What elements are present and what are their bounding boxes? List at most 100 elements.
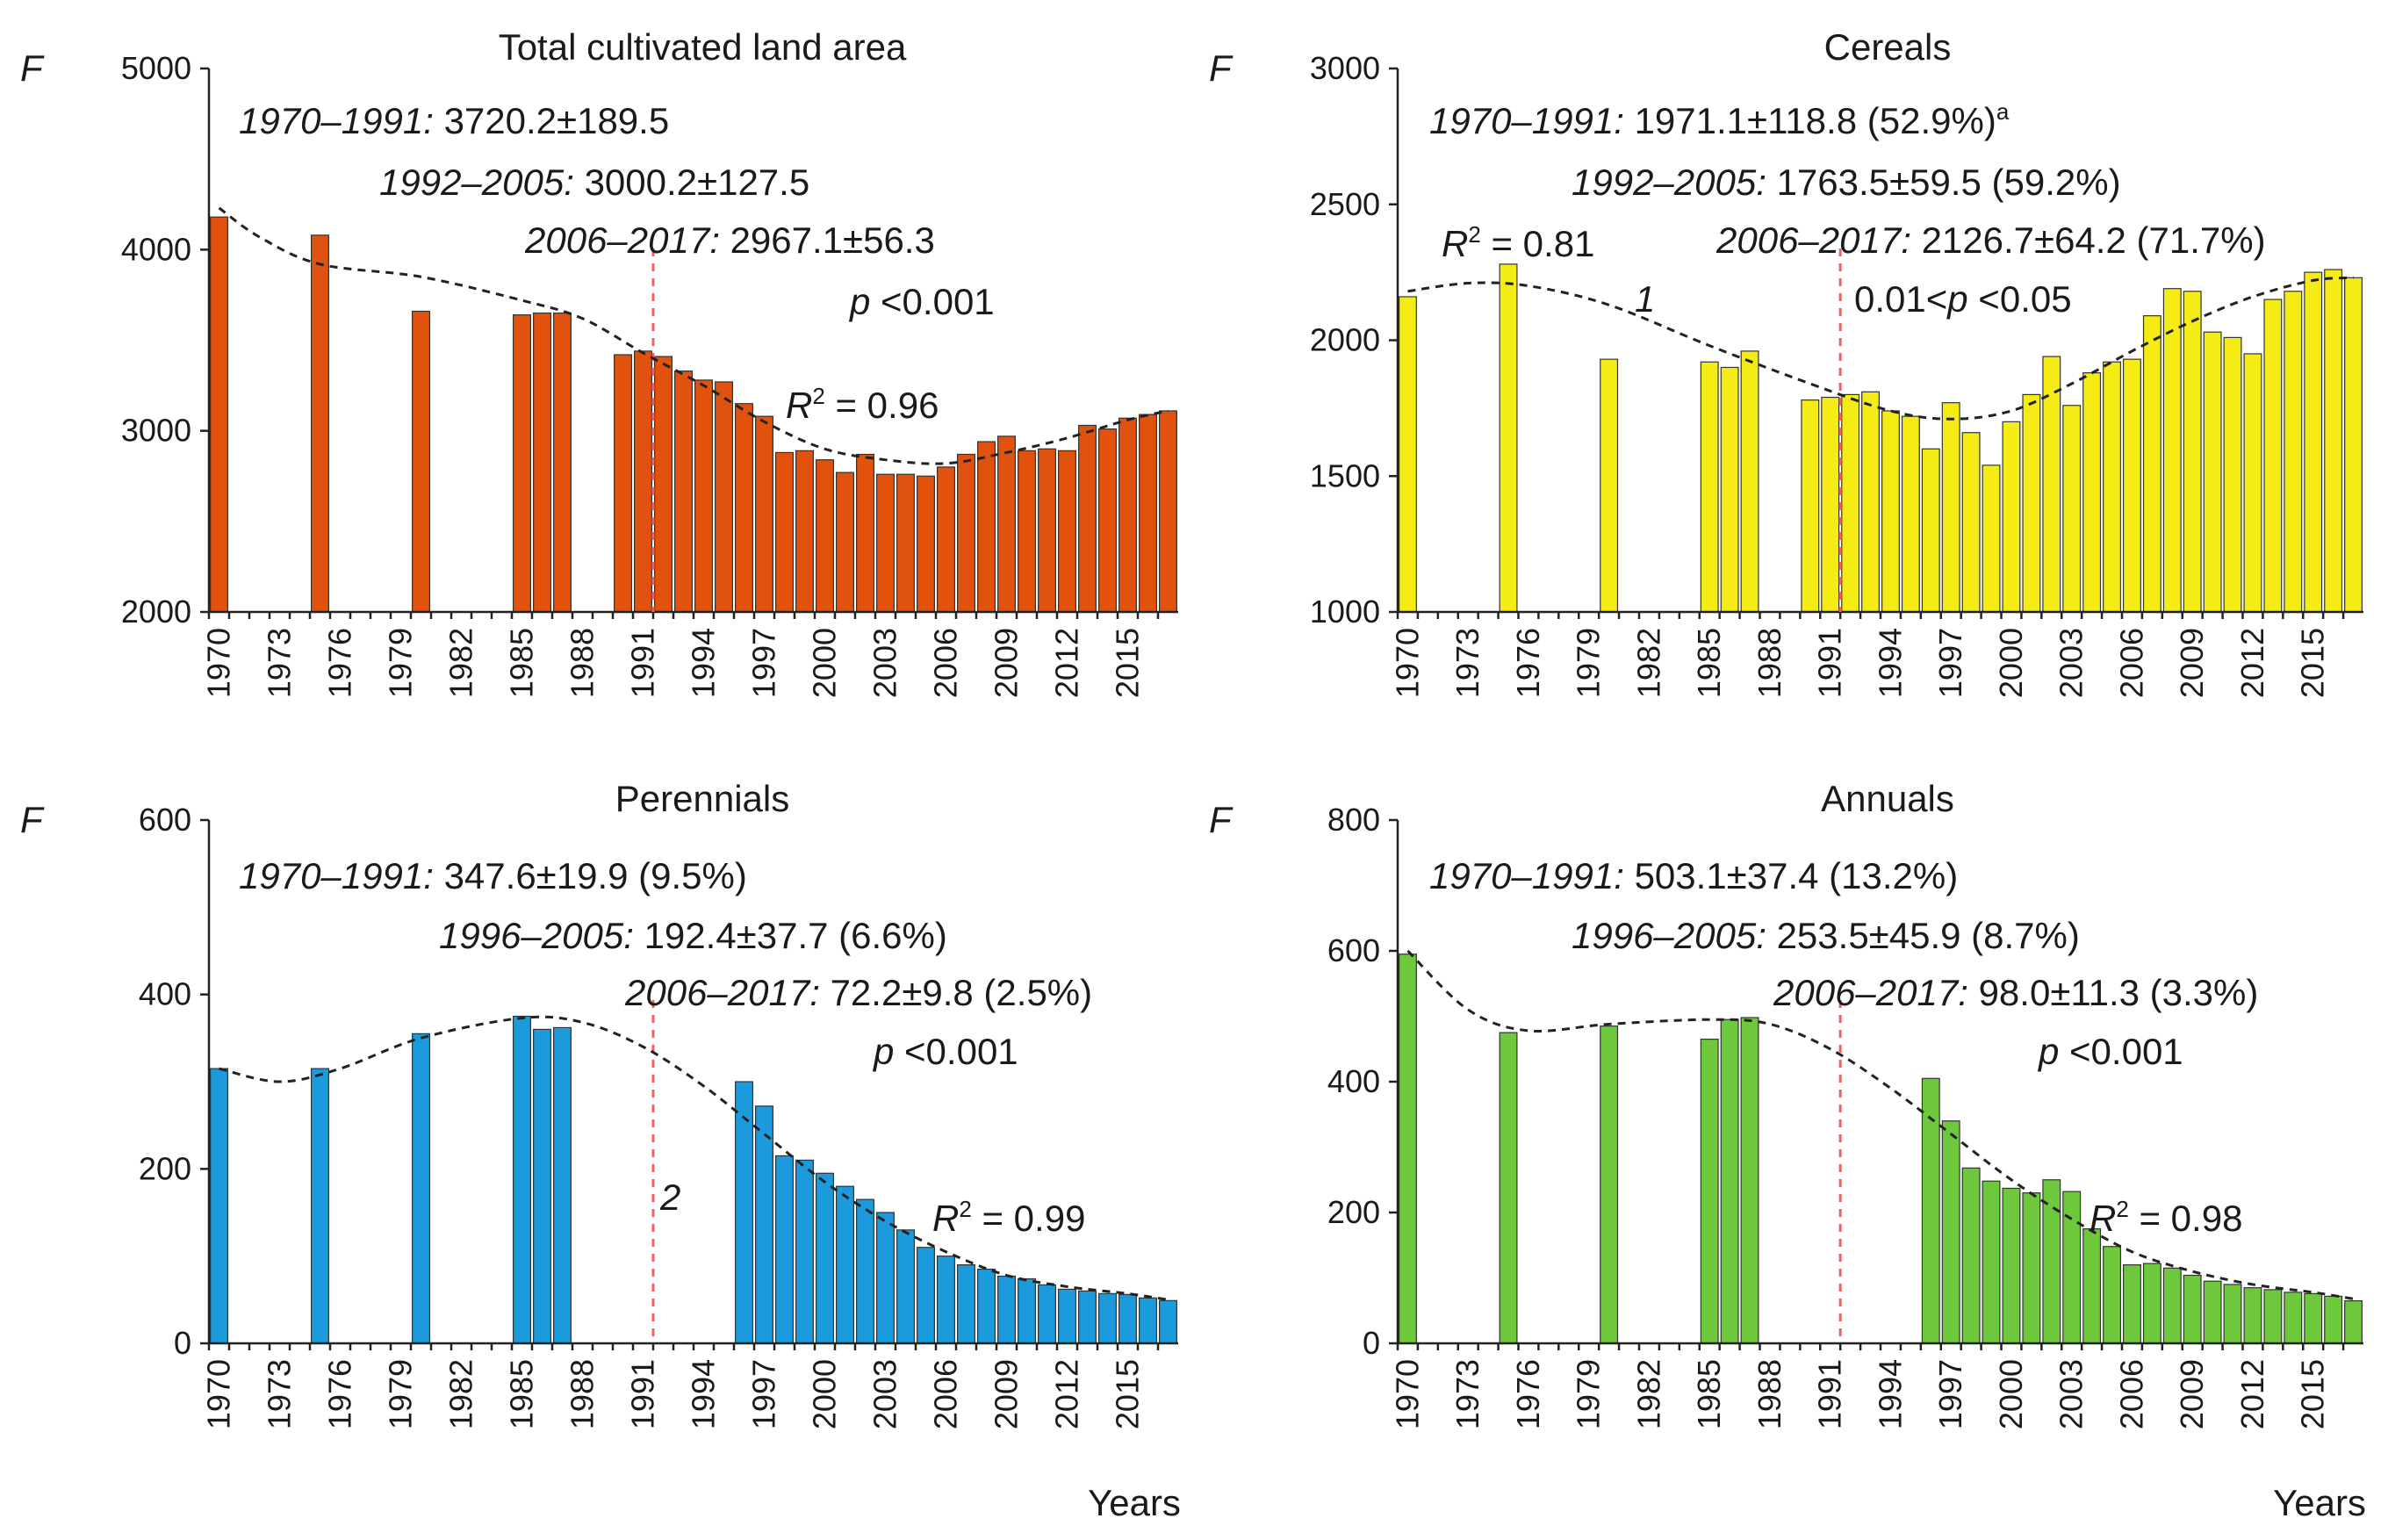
x-axis-label: Years [2273,1482,2366,1523]
y-tick-label: 5000 [121,50,191,86]
x-tick-label: 1979 [1571,1359,1607,1429]
bar-2005 [917,1247,935,1344]
bar-2014 [2284,1292,2303,1344]
panel-annuals: Annuals F 0 200 400 600 800 1970 1973 1976 1979 198… [1209,778,2366,1523]
bar-2001 [2022,1192,2041,1344]
x-tick-label: 1979 [383,628,419,698]
annotation-2: 2006–2017: 2126.7±64.2 (71.7%) [1715,219,2266,261]
y-tick-label: 1000 [1310,594,1380,630]
bar-1998 [775,451,794,613]
bar-2010 [1018,1277,1036,1344]
x-tick-label: 1970 [201,1359,237,1429]
x-tick-label: 1994 [686,1359,722,1429]
panel-perennials: Perennials F 0 200 400 600 1970 1973 1976 1979 198… [20,778,1181,1523]
bar-2007 [2142,1263,2161,1344]
bar-1991 [634,350,652,613]
x-tick-label: 2009 [989,628,1025,698]
x-tick-label: 1970 [1389,628,1425,698]
bar-2017 [1159,410,1177,613]
bar-2006 [2123,1263,2141,1344]
x-tick-label: 2012 [1049,1359,1085,1429]
chart-title: Perennials [615,778,789,819]
x-tick-label: 1988 [1751,1359,1787,1429]
x-tick-label: 1970 [1389,1359,1425,1429]
bar-1970 [210,1068,228,1344]
y-tick-label: 3000 [1310,50,1380,86]
x-tick-label: 2009 [989,1359,1025,1429]
bar-1986 [1720,1018,1739,1344]
x-tick-label: 2012 [2234,1359,2270,1429]
bar-2006 [2123,358,2141,613]
bar-2008 [977,1268,996,1344]
bar-1987 [553,1026,572,1344]
x-tick-label: 2000 [1993,1359,2029,1429]
x-tick-label: 2000 [1993,628,2029,698]
y-tick-label: 0 [1363,1325,1380,1361]
bar-2010 [2203,331,2222,613]
annotation-3: p <0.001 [872,1031,1018,1072]
bar-2012 [1058,450,1076,613]
bar-2009 [997,435,1016,613]
y-tick-label: 400 [139,976,191,1012]
x-tick-label: 1979 [383,1359,419,1429]
bar-1970 [1399,954,1417,1344]
bar-2014 [1098,1292,1117,1344]
bar-2004 [896,473,915,613]
x-tick-label: 2015 [2295,628,2331,698]
bar-1985 [513,1015,531,1344]
y-tick-label: 600 [1327,932,1380,968]
y-tick-label: 200 [1327,1194,1380,1230]
y-tick-label: 4000 [121,231,191,267]
annotation-4: R2 = 0.96 [786,383,939,426]
bar-1985 [1700,1038,1719,1344]
bar-2002 [856,1198,874,1344]
bar-2013 [2263,1289,2283,1344]
bar-1986 [1720,366,1739,613]
y-tick-label: 200 [139,1150,191,1186]
bar-2016 [2324,1295,2343,1344]
bar-2016 [1139,414,1157,613]
bar-1970 [210,216,228,613]
bar-1990 [614,354,632,613]
bar-1996 [735,1081,753,1344]
bar-2007 [957,453,975,613]
bar-1975 [311,1068,329,1344]
x-tick-label: 2000 [807,628,843,698]
bar-2014 [2284,291,2303,613]
x-tick-label: 2015 [1110,1359,1146,1429]
x-tick-label: 1997 [1932,628,1968,698]
bar-1987 [553,312,572,613]
x-tick-label: 1988 [1751,628,1787,698]
bar-2015 [2304,1292,2323,1344]
x-tick-label: 1973 [1449,1359,1485,1429]
bar-1992 [1841,393,1860,613]
annotation-2: 2006–2017: 72.2±9.8 (2.5%) [624,972,1092,1013]
bar-2010 [2203,1280,2222,1344]
y-tick-label: 2500 [1310,186,1380,222]
bar-2013 [2263,299,2283,613]
bar-1999 [1982,464,2001,613]
x-tick-label: 1976 [322,628,358,698]
bar-2008 [2162,1267,2182,1344]
panel-cereals: Cereals F 1000 1500 2000 2500 3000 1970 1973 1976… [1209,26,2363,698]
bar-2011 [1038,448,1056,613]
bar-2001 [2022,393,2041,613]
y-tick-label: 600 [139,802,191,838]
bar-2006 [937,466,955,613]
annotation-3: 0.01<p <0.05 [1854,278,2072,320]
trend-line [219,1015,1169,1301]
bar-1999 [795,1159,814,1344]
bar-1987 [1740,350,1759,613]
bar-1996 [1921,448,1940,613]
bar-1995 [1901,415,1920,613]
bar-2014 [1098,428,1117,613]
bar-1985 [513,314,531,613]
annotation-3: p <0.001 [2037,1031,2183,1072]
x-tick-label: 2006 [2113,1359,2149,1429]
y-tick-label: 2000 [121,594,191,630]
x-tick-label: 1979 [1571,628,1607,698]
x-tick-label: 2006 [928,1359,964,1429]
x-tick-label: 1982 [1630,628,1666,698]
x-tick-label: 1970 [201,628,237,698]
bar-1986 [533,312,551,613]
